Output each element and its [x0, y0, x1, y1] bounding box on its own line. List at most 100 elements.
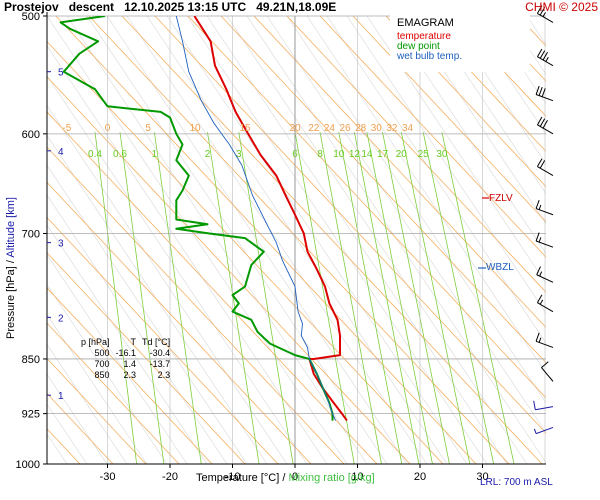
wind-barb — [536, 266, 554, 283]
station-name: Prostejov — [4, 0, 59, 14]
mixing-ratio-label: 6 — [292, 149, 298, 160]
wind-barb — [536, 48, 554, 67]
theta-label: 22 — [308, 123, 320, 134]
moist-adiabat-line — [426, 16, 546, 195]
moist-adiabat-line — [47, 343, 128, 464]
dry-adiabat-line — [47, 217, 279, 464]
wind-barb-feather — [541, 88, 546, 97]
series-dew-point-line — [59, 16, 334, 421]
temperature-tick-label: -20 — [162, 471, 178, 483]
row-dew-point: -13.7 — [149, 359, 171, 369]
wind-barb-staff — [535, 94, 554, 102]
legend-dew-point: dew point — [397, 41, 440, 52]
mixing-ratio-line — [319, 131, 382, 464]
mixing-ratio-label: 10 — [333, 149, 345, 160]
wind-barb — [536, 5, 554, 23]
moist-adiabat-line — [286, 16, 546, 404]
header-pressure: p [hPa] — [81, 337, 110, 347]
mixing-ratio-label: 25 — [418, 149, 430, 160]
mixing-ratio-line — [153, 131, 202, 464]
mixing-ratio-label: 14 — [361, 149, 373, 160]
dry-adiabat-line — [88, 16, 510, 464]
mixing-ratio-label: 8 — [317, 149, 323, 160]
header-dew-point: Td [°C] — [142, 337, 171, 347]
moist-adiabat-line — [506, 16, 546, 75]
moist-adiabat-line — [306, 16, 546, 374]
theta-label: 34 — [402, 123, 414, 134]
wind-barb-staff — [537, 124, 554, 135]
wind-barb-feather — [539, 160, 546, 169]
theta-label: -5 — [62, 123, 71, 134]
mixing-ratio-line — [94, 131, 138, 464]
wind-barb-half-feather — [538, 237, 542, 243]
pressure-tick-label: 600 — [22, 129, 40, 141]
theta-label: 32 — [386, 123, 398, 134]
row-dew-point: -30.4 — [149, 348, 171, 358]
row-temperature: -16.1 — [115, 348, 137, 358]
legend-temperature: temperature — [397, 31, 451, 42]
wind-barb-feather — [533, 400, 536, 410]
moist-adiabat-line — [526, 16, 546, 45]
mixing-ratio-line — [441, 131, 515, 464]
mixing-ratio-label: 3 — [236, 149, 242, 160]
temperature-tick-label: -30 — [100, 471, 116, 483]
wind-barb — [533, 426, 554, 435]
mixing-ratio-label: 12 — [349, 149, 361, 160]
dry-adiabat-line — [220, 16, 546, 364]
moist-adiabat-line — [47, 254, 188, 464]
row-pressure: 850 — [94, 370, 110, 380]
wind-barb — [533, 400, 554, 411]
wind-barb-half-feather — [539, 271, 543, 277]
moist-adiabat-line — [47, 194, 228, 464]
moist-adiabat-line — [186, 16, 488, 464]
moist-adiabat-line — [66, 16, 368, 464]
row-temperature: 2.3 — [123, 370, 137, 380]
theta-label: 10 — [189, 123, 201, 134]
moist-adiabat-line — [226, 16, 528, 464]
altitude-tick-label: 3 — [58, 239, 64, 250]
dry-adiabat-line — [418, 16, 546, 153]
wind-barb — [536, 294, 554, 313]
wind-barb-feather — [539, 7, 546, 16]
moist-adiabat-line — [567, 16, 600, 464]
legend-title: EMAGRAM — [397, 17, 454, 29]
moist-adiabat-line — [47, 75, 308, 464]
wind-barb-feather — [536, 48, 543, 57]
x-axis-label-separator: / — [282, 472, 286, 484]
mixing-ratio-line — [353, 131, 420, 464]
wind-barb — [535, 85, 554, 102]
moist-adiabat-line — [366, 16, 546, 284]
values-table: p [hPa] T Td [°C] 500 -16.1 -30.4 700 1.… — [78, 337, 173, 381]
wind-barb-half-feather — [545, 57, 549, 62]
wind-barb — [535, 232, 554, 248]
theta-label: 30 — [371, 123, 383, 134]
dry-adiabat-line — [253, 16, 546, 329]
legend-wet-bulb: wet bulb temp. — [397, 51, 463, 62]
copyright-text: CHMI © 2025 — [525, 0, 598, 14]
dry-adiabat-line — [154, 16, 546, 434]
wind-barb-staff — [537, 166, 554, 176]
moist-adiabat-line — [386, 16, 546, 254]
table-row: 700 1.4 -13.7 — [78, 359, 173, 370]
dry-adiabat-line — [121, 16, 543, 464]
x-axis-label: Temperature [°C] / Mixing ratio [g/kg] — [196, 472, 375, 484]
temperature-tick-label: 10 — [351, 471, 363, 483]
row-pressure: 500 — [94, 348, 110, 358]
dry-adiabat-line — [352, 16, 546, 223]
wind-barb-feather — [536, 294, 543, 303]
table-row: 850 2.3 2.3 — [78, 370, 173, 381]
wet-bulb-zero-label: WBZL — [486, 262, 514, 273]
mixing-ratio-label: 1 — [152, 149, 158, 160]
wind-barb-half-feather — [533, 428, 537, 434]
mixing-ratio-label: 17 — [377, 149, 389, 160]
wind-barb-half-feather — [538, 337, 542, 343]
theta-label: 28 — [355, 123, 367, 134]
pressure-tick-label: 700 — [22, 228, 40, 240]
dry-adiabat-line — [47, 181, 312, 464]
mixing-ratio-line — [338, 131, 403, 464]
wind-barb — [536, 116, 554, 135]
wind-barb-staff — [535, 426, 554, 435]
wind-barb-feather — [535, 85, 540, 95]
moist-adiabat-line — [326, 16, 546, 344]
moist-adiabat-line — [86, 16, 388, 464]
